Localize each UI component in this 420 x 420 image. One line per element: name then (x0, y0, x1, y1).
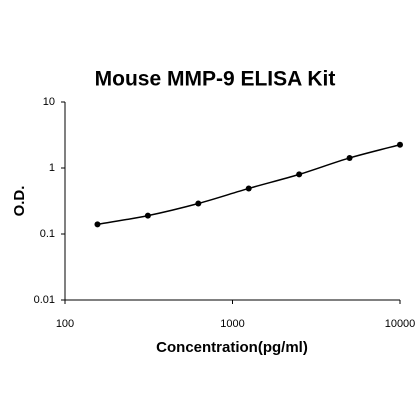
y-tick-label: 10 (43, 96, 55, 108)
data-point (296, 171, 303, 178)
data-point (195, 200, 202, 207)
y-tick-label: 1 (49, 162, 55, 174)
data-point (346, 154, 353, 161)
data-point (144, 212, 151, 219)
fit-curve (97, 144, 401, 226)
y-axis-label: O.D. (11, 186, 28, 217)
y-tick-label: 0.1 (40, 228, 55, 240)
x-tick-label: 100 (56, 318, 74, 330)
data-point (245, 185, 252, 192)
data-point (94, 221, 101, 228)
x-tick-label: 10000 (385, 318, 416, 330)
data-point (397, 141, 403, 148)
x-axis-label: Concentration(pg/ml) (156, 339, 308, 356)
y-tick-label: 0.01 (34, 294, 55, 306)
chart-title: Mouse MMP-9 ELISA Kit (95, 68, 336, 91)
x-tick-label: 1000 (220, 318, 244, 330)
